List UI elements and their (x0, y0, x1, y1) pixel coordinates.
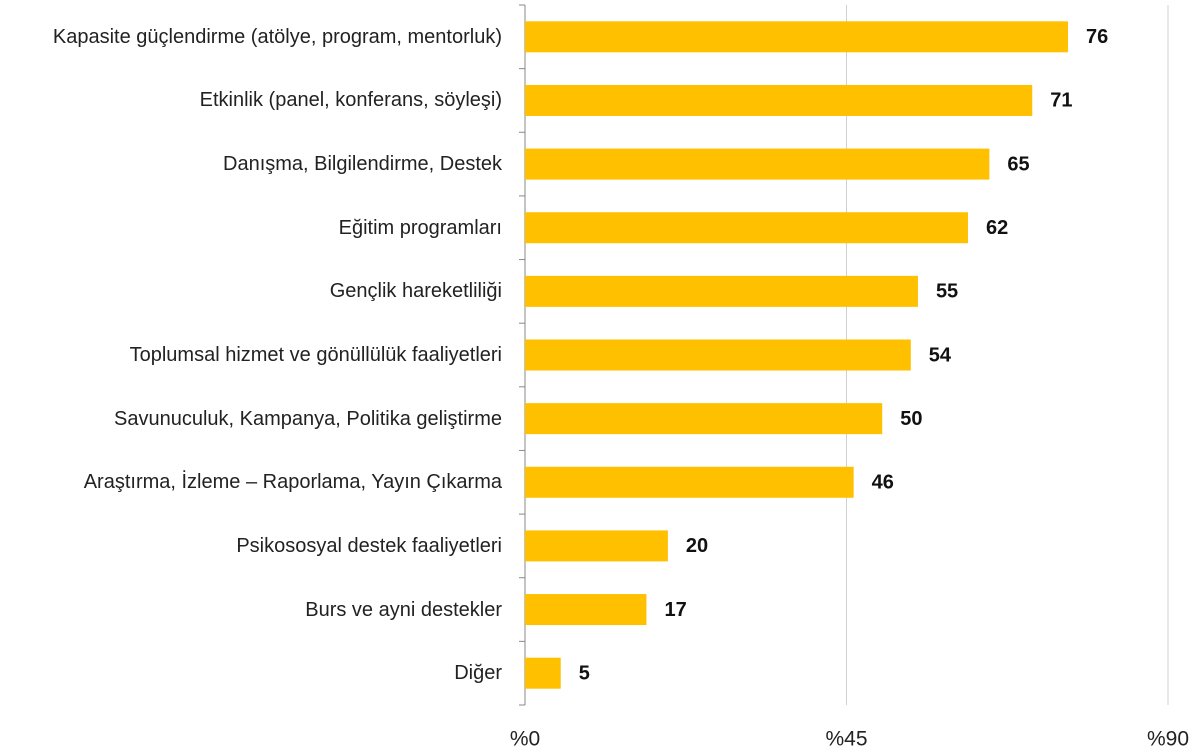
y-tick-label: Toplumsal hizmet ve gönüllülük faaliyetl… (129, 344, 502, 366)
x-tick-label: %45 (825, 728, 867, 751)
value-label: 71 (1050, 90, 1072, 112)
y-tick-label: Eğitim programları (338, 216, 502, 239)
value-label: 54 (929, 344, 952, 366)
value-label: 46 (872, 472, 894, 494)
y-tick-label: Gençlik hareketliliği (329, 280, 502, 303)
value-label: 62 (986, 217, 1008, 239)
y-tick-label: Diğer (454, 662, 502, 685)
y-tick-label: Araştırma, İzleme – Raporlama, Yayın Çık… (83, 471, 502, 494)
y-tick-label: Etkinlik (panel, konferans, söyleşi) (199, 89, 502, 112)
value-label: 65 (1007, 153, 1029, 175)
bar (525, 212, 968, 244)
value-label: 55 (936, 281, 958, 303)
bar (525, 275, 918, 307)
y-tick-label: Danışma, Bilgilendirme, Destek (223, 153, 502, 176)
x-tick-label: %0 (510, 728, 540, 751)
value-label: 76 (1086, 26, 1108, 48)
value-label: 20 (686, 535, 708, 557)
y-tick-label: Psikososyal destek faaliyetleri (236, 534, 502, 557)
y-tick-label: Burs ve ayni destekler (305, 598, 502, 621)
bar (525, 657, 561, 689)
bar (525, 148, 990, 180)
y-tick-label: Kapasite güçlendirme (atölye, program, m… (52, 25, 502, 48)
bar (525, 403, 883, 435)
x-tick-label: %90 (1147, 728, 1189, 751)
value-label: 17 (664, 599, 686, 621)
bar (525, 84, 1033, 116)
value-label: 5 (579, 662, 590, 684)
bar (525, 530, 668, 562)
bar (525, 339, 911, 371)
bar (525, 594, 647, 626)
value-label: 50 (900, 408, 922, 430)
bar (525, 21, 1068, 53)
y-tick-label: Savunuculuk, Kampanya, Politika geliştir… (114, 407, 502, 430)
bar (525, 466, 854, 498)
